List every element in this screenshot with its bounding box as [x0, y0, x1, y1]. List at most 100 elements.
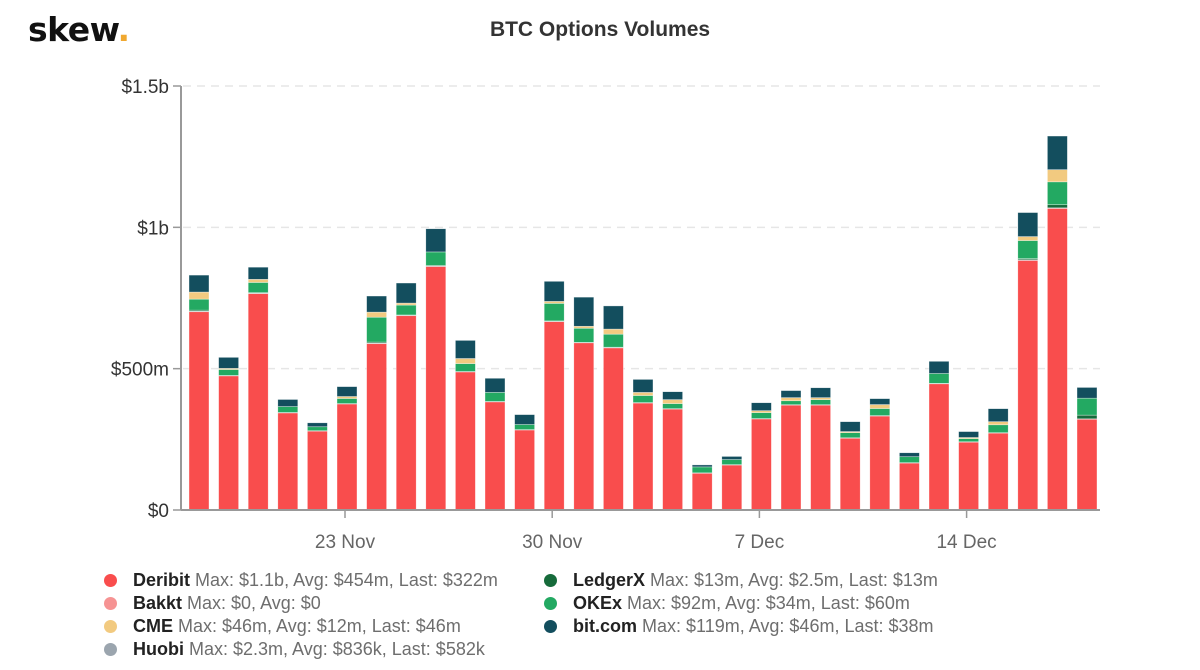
bar-segment-cme[interactable] — [632, 392, 654, 396]
bar-stack-15-dec[interactable] — [987, 408, 1009, 511]
bar-segment-okex[interactable] — [928, 373, 950, 384]
bar-segment-deribit[interactable] — [395, 315, 417, 511]
legend-item-ledgerx[interactable]: LedgerX Max: $13m, Avg: $2.5m, Last: $13… — [544, 569, 938, 591]
bar-stack-13-dec[interactable] — [928, 361, 950, 511]
legend-item-cme[interactable]: CME Max: $46m, Avg: $12m, Last: $46m — [104, 615, 461, 637]
bar-segment-bitcom[interactable] — [366, 295, 387, 313]
bar-segment-okex[interactable] — [603, 333, 624, 348]
bar-segment-okex[interactable] — [751, 412, 772, 419]
bar-segment-cme[interactable] — [455, 358, 476, 364]
bar-stack-29-nov[interactable] — [514, 414, 535, 511]
bar-segment-okex[interactable] — [1076, 397, 1098, 416]
bar-segment-deribit[interactable] — [987, 432, 1009, 511]
bar-segment-cme[interactable] — [780, 397, 802, 402]
bar-segment-bitcom[interactable] — [751, 402, 772, 411]
bar-segment-okex[interactable] — [1047, 181, 1068, 206]
bar-segment-bitcom[interactable] — [691, 464, 713, 468]
bar-segment-okex[interactable] — [336, 398, 358, 404]
bar-segment-bitcom[interactable] — [188, 274, 210, 293]
bar-segment-deribit[interactable] — [1017, 260, 1039, 511]
bar-stack-11-dec[interactable] — [869, 398, 891, 511]
bar-segment-cme[interactable] — [869, 404, 891, 409]
bar-segment-okex[interactable] — [425, 251, 447, 266]
bar-segment-deribit[interactable] — [839, 437, 861, 511]
bar-segment-deribit[interactable] — [603, 347, 624, 511]
legend-item-bakkt[interactable]: Bakkt Max: $0, Avg: $0 — [104, 592, 321, 614]
bar-segment-cme[interactable] — [247, 279, 269, 283]
bar-segment-bitcom[interactable] — [1047, 135, 1068, 170]
bar-stack-18-dec[interactable] — [1076, 387, 1098, 511]
bar-segment-bitcom[interactable] — [839, 421, 861, 432]
bar-segment-okex[interactable] — [987, 424, 1009, 433]
bar-segment-bitcom[interactable] — [899, 452, 920, 458]
bar-segment-deribit[interactable] — [899, 462, 920, 511]
bar-stack-20-nov[interactable] — [247, 266, 269, 511]
bar-stack-18-nov[interactable] — [188, 274, 210, 511]
bar-segment-cme[interactable] — [1017, 236, 1039, 241]
bar-segment-bitcom[interactable] — [987, 408, 1009, 422]
bar-segment-bitcom[interactable] — [810, 387, 831, 398]
bar-segment-cme[interactable] — [603, 328, 624, 335]
bar-stack-22-nov[interactable] — [307, 422, 328, 511]
bar-segment-deribit[interactable] — [751, 418, 772, 511]
bar-segment-okex[interactable] — [277, 406, 299, 413]
bar-segment-deribit[interactable] — [958, 441, 979, 511]
bar-stack-19-nov[interactable] — [218, 357, 239, 511]
bar-segment-okex[interactable] — [484, 392, 506, 402]
bar-stack-24-nov[interactable] — [366, 295, 387, 511]
bar-stack-30-nov[interactable] — [543, 281, 565, 511]
bar-segment-deribit[interactable] — [247, 293, 269, 511]
bar-segment-bitcom[interactable] — [780, 390, 802, 398]
bar-segment-cme[interactable] — [366, 311, 387, 318]
bar-segment-bitcom[interactable] — [307, 422, 328, 428]
bar-stack-7-dec[interactable] — [751, 402, 772, 511]
bar-segment-deribit[interactable] — [810, 404, 831, 511]
bar-segment-bitcom[interactable] — [247, 266, 269, 280]
bar-stack-9-dec[interactable] — [810, 387, 831, 511]
bar-segment-bitcom[interactable] — [336, 386, 358, 397]
bar-segment-bitcom[interactable] — [958, 431, 979, 438]
bar-segment-bitcom[interactable] — [395, 282, 417, 304]
bar-stack-21-nov[interactable] — [277, 399, 299, 511]
bar-segment-bitcom[interactable] — [514, 414, 535, 425]
bar-segment-okex[interactable] — [395, 304, 417, 316]
bar-segment-okex[interactable] — [188, 298, 210, 311]
bar-segment-okex[interactable] — [810, 399, 831, 406]
bar-segment-okex[interactable] — [573, 327, 595, 343]
bar-segment-okex[interactable] — [247, 282, 269, 293]
bar-stack-16-dec[interactable] — [1017, 212, 1039, 511]
bar-stack-17-dec[interactable] — [1047, 135, 1068, 511]
bar-segment-bitcom[interactable] — [1017, 212, 1039, 237]
bar-segment-okex[interactable] — [899, 456, 920, 463]
bar-segment-deribit[interactable] — [691, 472, 713, 511]
bar-segment-bitcom[interactable] — [869, 398, 891, 405]
bar-segment-okex[interactable] — [839, 432, 861, 439]
bar-stack-23-nov[interactable] — [336, 386, 358, 511]
bar-stack-8-dec[interactable] — [780, 390, 802, 511]
bar-segment-deribit[interactable] — [188, 311, 210, 511]
bar-segment-bitcom[interactable] — [721, 456, 743, 460]
bar-segment-cme[interactable] — [1047, 169, 1068, 183]
bar-segment-okex[interactable] — [691, 466, 713, 474]
bar-segment-bitcom[interactable] — [425, 228, 447, 253]
bar-segment-okex[interactable] — [721, 459, 743, 465]
bar-segment-okex[interactable] — [780, 400, 802, 406]
bar-segment-bitcom[interactable] — [1076, 387, 1098, 399]
bar-stack-5-dec[interactable] — [691, 464, 713, 511]
bar-segment-ledgerx[interactable] — [1076, 414, 1098, 420]
bar-segment-deribit[interactable] — [780, 404, 802, 511]
bar-segment-deribit[interactable] — [1076, 418, 1098, 511]
bar-stack-1-dec[interactable] — [573, 296, 595, 511]
bar-stack-14-dec[interactable] — [958, 431, 979, 511]
bar-segment-okex[interactable] — [307, 426, 328, 432]
bar-stack-26-nov[interactable] — [425, 228, 447, 511]
bar-stack-2-dec[interactable] — [603, 305, 624, 511]
bar-segment-okex[interactable] — [514, 424, 535, 430]
bar-segment-bitcom[interactable] — [218, 357, 239, 369]
bar-segment-deribit[interactable] — [336, 403, 358, 511]
bar-segment-okex[interactable] — [869, 408, 891, 416]
bar-segment-deribit[interactable] — [366, 343, 387, 511]
legend-item-okex[interactable]: OKEx Max: $92m, Avg: $34m, Last: $60m — [544, 592, 910, 614]
bar-segment-bitcom[interactable] — [455, 340, 476, 359]
bar-segment-bitcom[interactable] — [662, 391, 683, 400]
